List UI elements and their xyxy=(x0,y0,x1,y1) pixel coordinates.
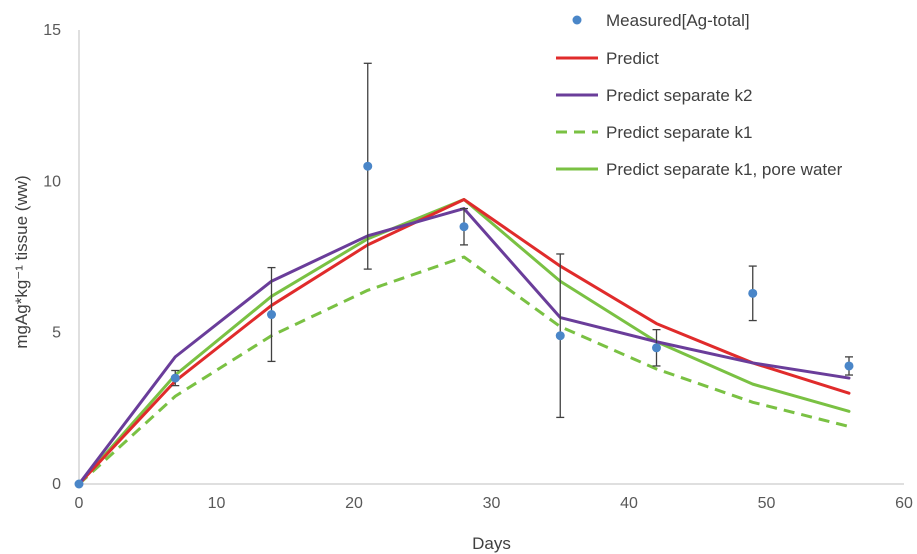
measured-point xyxy=(267,310,276,320)
y-tick-label: 0 xyxy=(52,476,61,493)
measured-point xyxy=(555,331,565,341)
legend-label: Measured[Ag-total] xyxy=(606,11,750,30)
measured-point xyxy=(459,222,469,232)
legend-label: Predict separate k1, pore water xyxy=(606,160,843,179)
measured-point xyxy=(74,479,84,489)
x-tick-label: 60 xyxy=(895,495,913,512)
y-tick-label: 5 xyxy=(52,325,61,342)
legend-marker xyxy=(572,15,582,25)
legend-label: Predict separate k2 xyxy=(606,86,752,105)
y-tick-label: 15 xyxy=(43,22,61,39)
series-line xyxy=(77,207,851,486)
legend-label: Predict separate k1 xyxy=(606,123,752,142)
series-line xyxy=(77,197,851,486)
x-tick-label: 20 xyxy=(345,495,363,512)
x-tick-label: 40 xyxy=(620,495,638,512)
x-tick-label: 50 xyxy=(758,495,776,512)
axes xyxy=(78,30,904,485)
y-axis-title: mgAg*kg⁻¹ tissue (ww) xyxy=(12,175,31,348)
measured-points xyxy=(74,161,854,489)
x-tick-label: 10 xyxy=(208,495,226,512)
legend: Measured[Ag-total] Predict Predict separat… xyxy=(556,11,843,179)
measured-point xyxy=(170,373,180,383)
legend-label: Predict xyxy=(606,49,659,68)
tick-labels: 0 10 20 30 40 50 60 0 5 10 15 xyxy=(43,22,913,512)
x-tick-label: 30 xyxy=(483,495,501,512)
y-tick-label: 10 xyxy=(43,173,61,190)
measured-point xyxy=(652,343,661,353)
measured-point xyxy=(844,361,854,371)
x-tick-label: 0 xyxy=(75,495,84,512)
measured-point xyxy=(748,288,758,298)
series-line xyxy=(77,255,850,486)
x-axis-title: Days xyxy=(472,534,511,553)
measured-point xyxy=(363,161,373,171)
